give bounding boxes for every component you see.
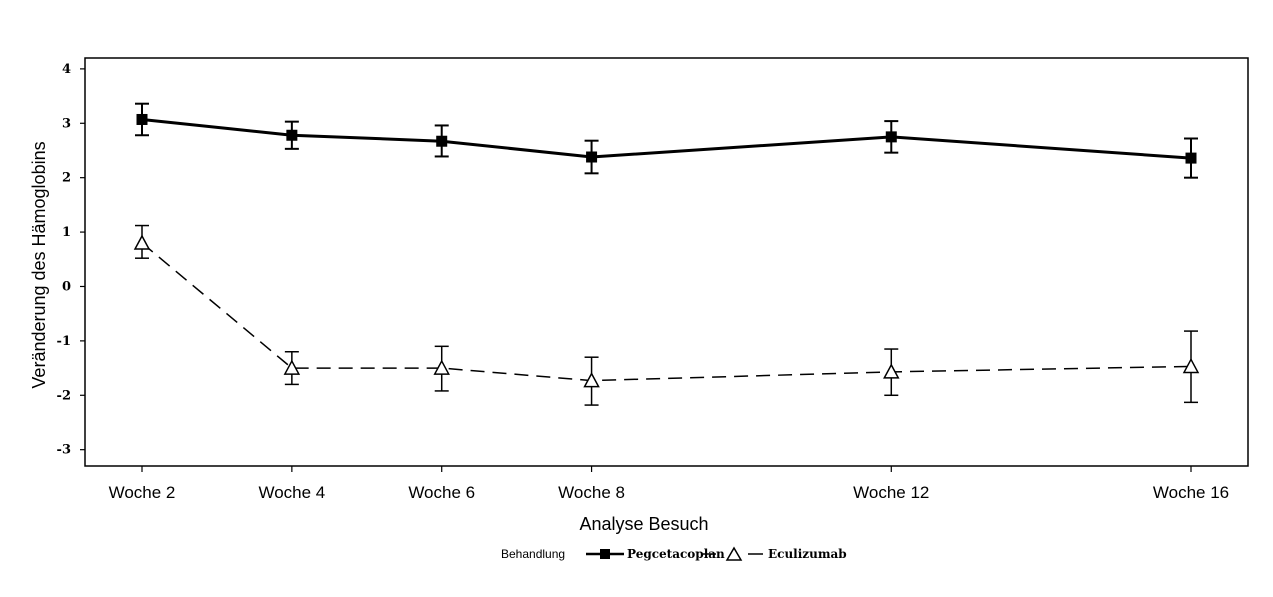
x-axis: Woche 2 Woche 4 Woche 6 Woche 8 Woche 12 Woch… [109, 466, 1229, 502]
series-line-pegcetacoplan [141, 118, 1192, 160]
y-tick-label: 1 [62, 225, 71, 240]
data-point [583, 372, 600, 388]
y-axis-label: Veränderung des Hämoglobins [29, 141, 49, 388]
legend-entry-eculizumab: Eculizumab [768, 547, 847, 561]
y-tick-label: 2 [62, 171, 71, 186]
x-tick-label: Woche 12 [853, 483, 929, 502]
x-tick-label: Woche 8 [558, 483, 625, 502]
y-tick-label: -2 [57, 388, 71, 403]
data-point [1182, 357, 1200, 374]
x-axis-label: Analyse Besuch [579, 514, 708, 534]
y-tick-label: 3 [62, 116, 71, 131]
series-pegcetacoplan [135, 102, 1198, 179]
data-point [433, 359, 450, 375]
x-tick-label: Woche 6 [408, 483, 475, 502]
series-line-eculizumab [141, 242, 1192, 382]
y-tick-label: -3 [57, 443, 71, 458]
data-point [133, 234, 151, 250]
series-eculizumab [133, 224, 1200, 406]
series-layer [133, 102, 1200, 406]
data-point [586, 151, 598, 163]
data-point [286, 129, 298, 141]
data-point [883, 363, 900, 379]
y-tick-label: -1 [57, 334, 71, 349]
legend-entry-pegcetacoplan: Pegcetacoplan [627, 547, 725, 561]
data-point [885, 131, 897, 143]
y-tick-label: 0 [62, 279, 71, 294]
legend-title: Behandlung [501, 547, 565, 561]
plot-frame [84, 57, 1249, 467]
data-point [1185, 152, 1197, 164]
x-tick-label: Woche 16 [1153, 483, 1229, 502]
x-tick-label: Woche 2 [109, 483, 176, 502]
y-tick-label: 4 [62, 62, 71, 77]
y-axis: 4 3 2 1 0 -1 -2 -3 [57, 62, 85, 458]
x-tick-label: Woche 4 [258, 483, 325, 502]
data-point [283, 359, 301, 375]
data-point [436, 135, 448, 147]
legend-marker-eculizumab [725, 546, 743, 561]
legend: Behandlung Pegcetacoplan Eculizumab [501, 546, 847, 561]
legend-marker-pegcetacoplan [600, 549, 610, 559]
data-point [136, 113, 148, 125]
